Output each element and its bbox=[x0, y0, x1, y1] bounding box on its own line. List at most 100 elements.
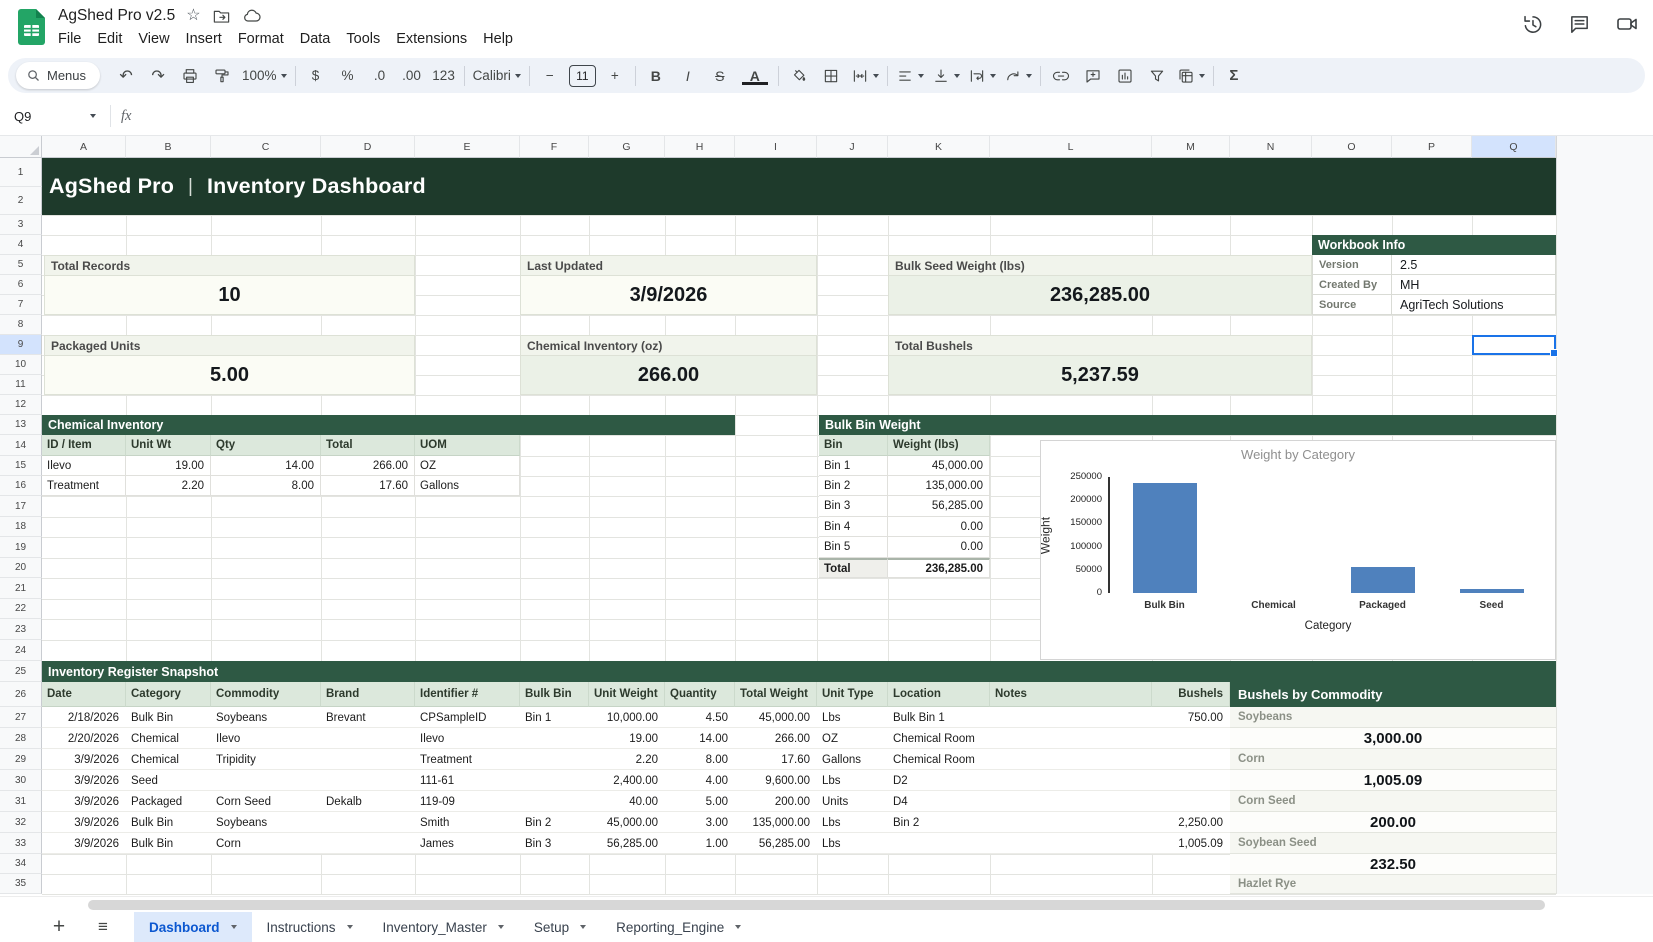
cell[interactable]: Bulk Bin bbox=[131, 837, 174, 850]
row-header-27[interactable]: 27 bbox=[0, 707, 42, 728]
commodity-label[interactable]: Corn bbox=[1230, 749, 1556, 770]
cell[interactable]: Ilevo bbox=[42, 456, 126, 476]
merge-cells-button[interactable] bbox=[847, 63, 883, 89]
chem-column-header[interactable]: Qty bbox=[211, 435, 321, 456]
row-header-19[interactable]: 19 bbox=[0, 537, 42, 558]
cell[interactable]: Gallons bbox=[415, 476, 520, 496]
cell[interactable]: 2,250.00 bbox=[1178, 816, 1223, 829]
row-header-13[interactable]: 13 bbox=[0, 415, 42, 435]
decrease-decimal-button[interactable]: .0 bbox=[373, 68, 386, 83]
cell[interactable]: Lbs bbox=[822, 837, 841, 850]
commodity-label[interactable]: Corn Seed bbox=[1230, 791, 1556, 812]
chevron-down-icon[interactable] bbox=[90, 114, 96, 118]
row-header-22[interactable]: 22 bbox=[0, 599, 42, 619]
table-row[interactable] bbox=[42, 728, 1230, 749]
column-header-q[interactable]: Q bbox=[1472, 136, 1556, 158]
register-column-header[interactable]: Unit Weight bbox=[589, 682, 665, 707]
menus-search-button[interactable]: Menus bbox=[16, 62, 101, 89]
cell[interactable]: Packaged bbox=[131, 795, 183, 808]
cell[interactable]: 119-09 bbox=[420, 795, 455, 808]
name-box[interactable]: Q9 bbox=[14, 108, 32, 124]
sheets-logo-icon[interactable] bbox=[18, 9, 45, 45]
row-header-10[interactable]: 10 bbox=[0, 355, 42, 375]
version-history-icon[interactable] bbox=[1521, 13, 1544, 41]
menu-data[interactable]: Data bbox=[299, 31, 331, 47]
row-header-25[interactable]: 25 bbox=[0, 661, 42, 682]
column-header-m[interactable]: M bbox=[1152, 136, 1230, 158]
kpi-label[interactable]: Total Bushels bbox=[888, 335, 1312, 355]
cell[interactable]: 14.00 bbox=[211, 456, 321, 476]
cell[interactable]: D4 bbox=[893, 795, 908, 808]
cell[interactable]: 14.00 bbox=[699, 732, 728, 745]
menu-edit[interactable]: Edit bbox=[97, 31, 123, 47]
row-header-18[interactable]: 18 bbox=[0, 517, 42, 537]
cell[interactable]: Lbs bbox=[822, 774, 841, 787]
cell[interactable]: Bin 3 bbox=[525, 837, 552, 850]
table-views-button[interactable] bbox=[1173, 63, 1209, 89]
cell[interactable]: Brevant bbox=[326, 711, 366, 724]
tab-reporting-engine[interactable]: Reporting_Engine bbox=[601, 912, 756, 942]
cell[interactable]: CPSampleID bbox=[420, 711, 487, 724]
column-header-b[interactable]: B bbox=[126, 136, 211, 158]
register-column-header[interactable]: Date bbox=[42, 682, 126, 707]
cell[interactable]: 56,285.00 bbox=[758, 837, 810, 850]
cell[interactable]: OZ bbox=[822, 732, 838, 745]
kpi-label[interactable]: Packaged Units bbox=[44, 335, 415, 355]
column-header-e[interactable]: E bbox=[415, 136, 520, 158]
cell[interactable]: 3/9/2026 bbox=[74, 774, 119, 787]
kpi-label[interactable]: Bulk Seed Weight (lbs) bbox=[888, 255, 1312, 275]
workbook-info-label[interactable]: Source bbox=[1312, 295, 1392, 315]
format-currency-button[interactable]: $ bbox=[311, 68, 320, 83]
kpi-label[interactable]: Total Records bbox=[44, 255, 415, 275]
cell[interactable]: 10,000.00 bbox=[606, 711, 658, 724]
cell[interactable]: Chemical bbox=[131, 753, 179, 766]
kpi-label[interactable]: Chemical Inventory (oz) bbox=[520, 335, 817, 355]
register-column-header[interactable]: Notes bbox=[990, 682, 1152, 707]
scrollbar-thumb[interactable] bbox=[88, 900, 1545, 910]
cell[interactable]: Bulk Bin bbox=[131, 816, 174, 829]
row-header-2[interactable]: 2 bbox=[0, 187, 42, 215]
chem-column-header[interactable]: Total bbox=[321, 435, 415, 456]
menu-help[interactable]: Help bbox=[483, 31, 513, 47]
cell[interactable]: OZ bbox=[415, 456, 520, 476]
row-header-35[interactable]: 35 bbox=[0, 874, 42, 894]
cell[interactable]: 2,400.00 bbox=[613, 774, 658, 787]
cell[interactable]: 0.00 bbox=[888, 537, 990, 558]
cell[interactable]: 0.00 bbox=[888, 517, 990, 537]
cell[interactable]: 2/18/2026 bbox=[67, 711, 119, 724]
cell[interactable]: 236,285.00 bbox=[888, 558, 990, 578]
cell[interactable]: 40.00 bbox=[629, 795, 658, 808]
cell[interactable]: Total bbox=[819, 558, 888, 578]
register-column-header[interactable]: Commodity bbox=[211, 682, 321, 707]
borders-button[interactable] bbox=[815, 63, 847, 89]
cell[interactable]: 3/9/2026 bbox=[74, 753, 119, 766]
tab-setup[interactable]: Setup bbox=[519, 912, 601, 942]
cell[interactable]: Seed bbox=[131, 774, 158, 787]
vertical-align-button[interactable] bbox=[928, 63, 964, 89]
row-header-14[interactable]: 14 bbox=[0, 435, 42, 456]
cell[interactable]: Bin 2 bbox=[819, 476, 888, 496]
menu-tools[interactable]: Tools bbox=[346, 31, 381, 47]
cell[interactable]: 8.00 bbox=[705, 753, 728, 766]
bold-button[interactable]: B bbox=[650, 67, 661, 84]
insert-chart-button[interactable] bbox=[1109, 63, 1141, 89]
column-header-f[interactable]: F bbox=[520, 136, 589, 158]
cell[interactable]: James bbox=[420, 837, 454, 850]
cell[interactable]: Bin 2 bbox=[893, 816, 920, 829]
cell[interactable]: Bulk Bin 1 bbox=[893, 711, 945, 724]
cell[interactable]: D2 bbox=[893, 774, 908, 787]
cell[interactable]: Bin 1 bbox=[819, 456, 888, 476]
register-column-header[interactable]: Category bbox=[126, 682, 211, 707]
kpi-value[interactable]: 266.00 bbox=[520, 355, 817, 395]
cell[interactable]: Bin 5 bbox=[819, 537, 888, 558]
row-header-11[interactable]: 11 bbox=[0, 375, 42, 395]
italic-button[interactable]: I bbox=[685, 67, 690, 84]
register-column-header[interactable]: Quantity bbox=[665, 682, 735, 707]
cell[interactable]: Ilevo bbox=[420, 732, 445, 745]
cell[interactable]: Gallons bbox=[822, 753, 861, 766]
more-formats-button[interactable]: 123 bbox=[432, 68, 455, 83]
tab-inventory-master[interactable]: Inventory_Master bbox=[368, 912, 519, 942]
strikethrough-button[interactable]: S bbox=[715, 67, 725, 84]
print-button[interactable] bbox=[174, 63, 206, 89]
cell[interactable]: 3/9/2026 bbox=[74, 837, 119, 850]
